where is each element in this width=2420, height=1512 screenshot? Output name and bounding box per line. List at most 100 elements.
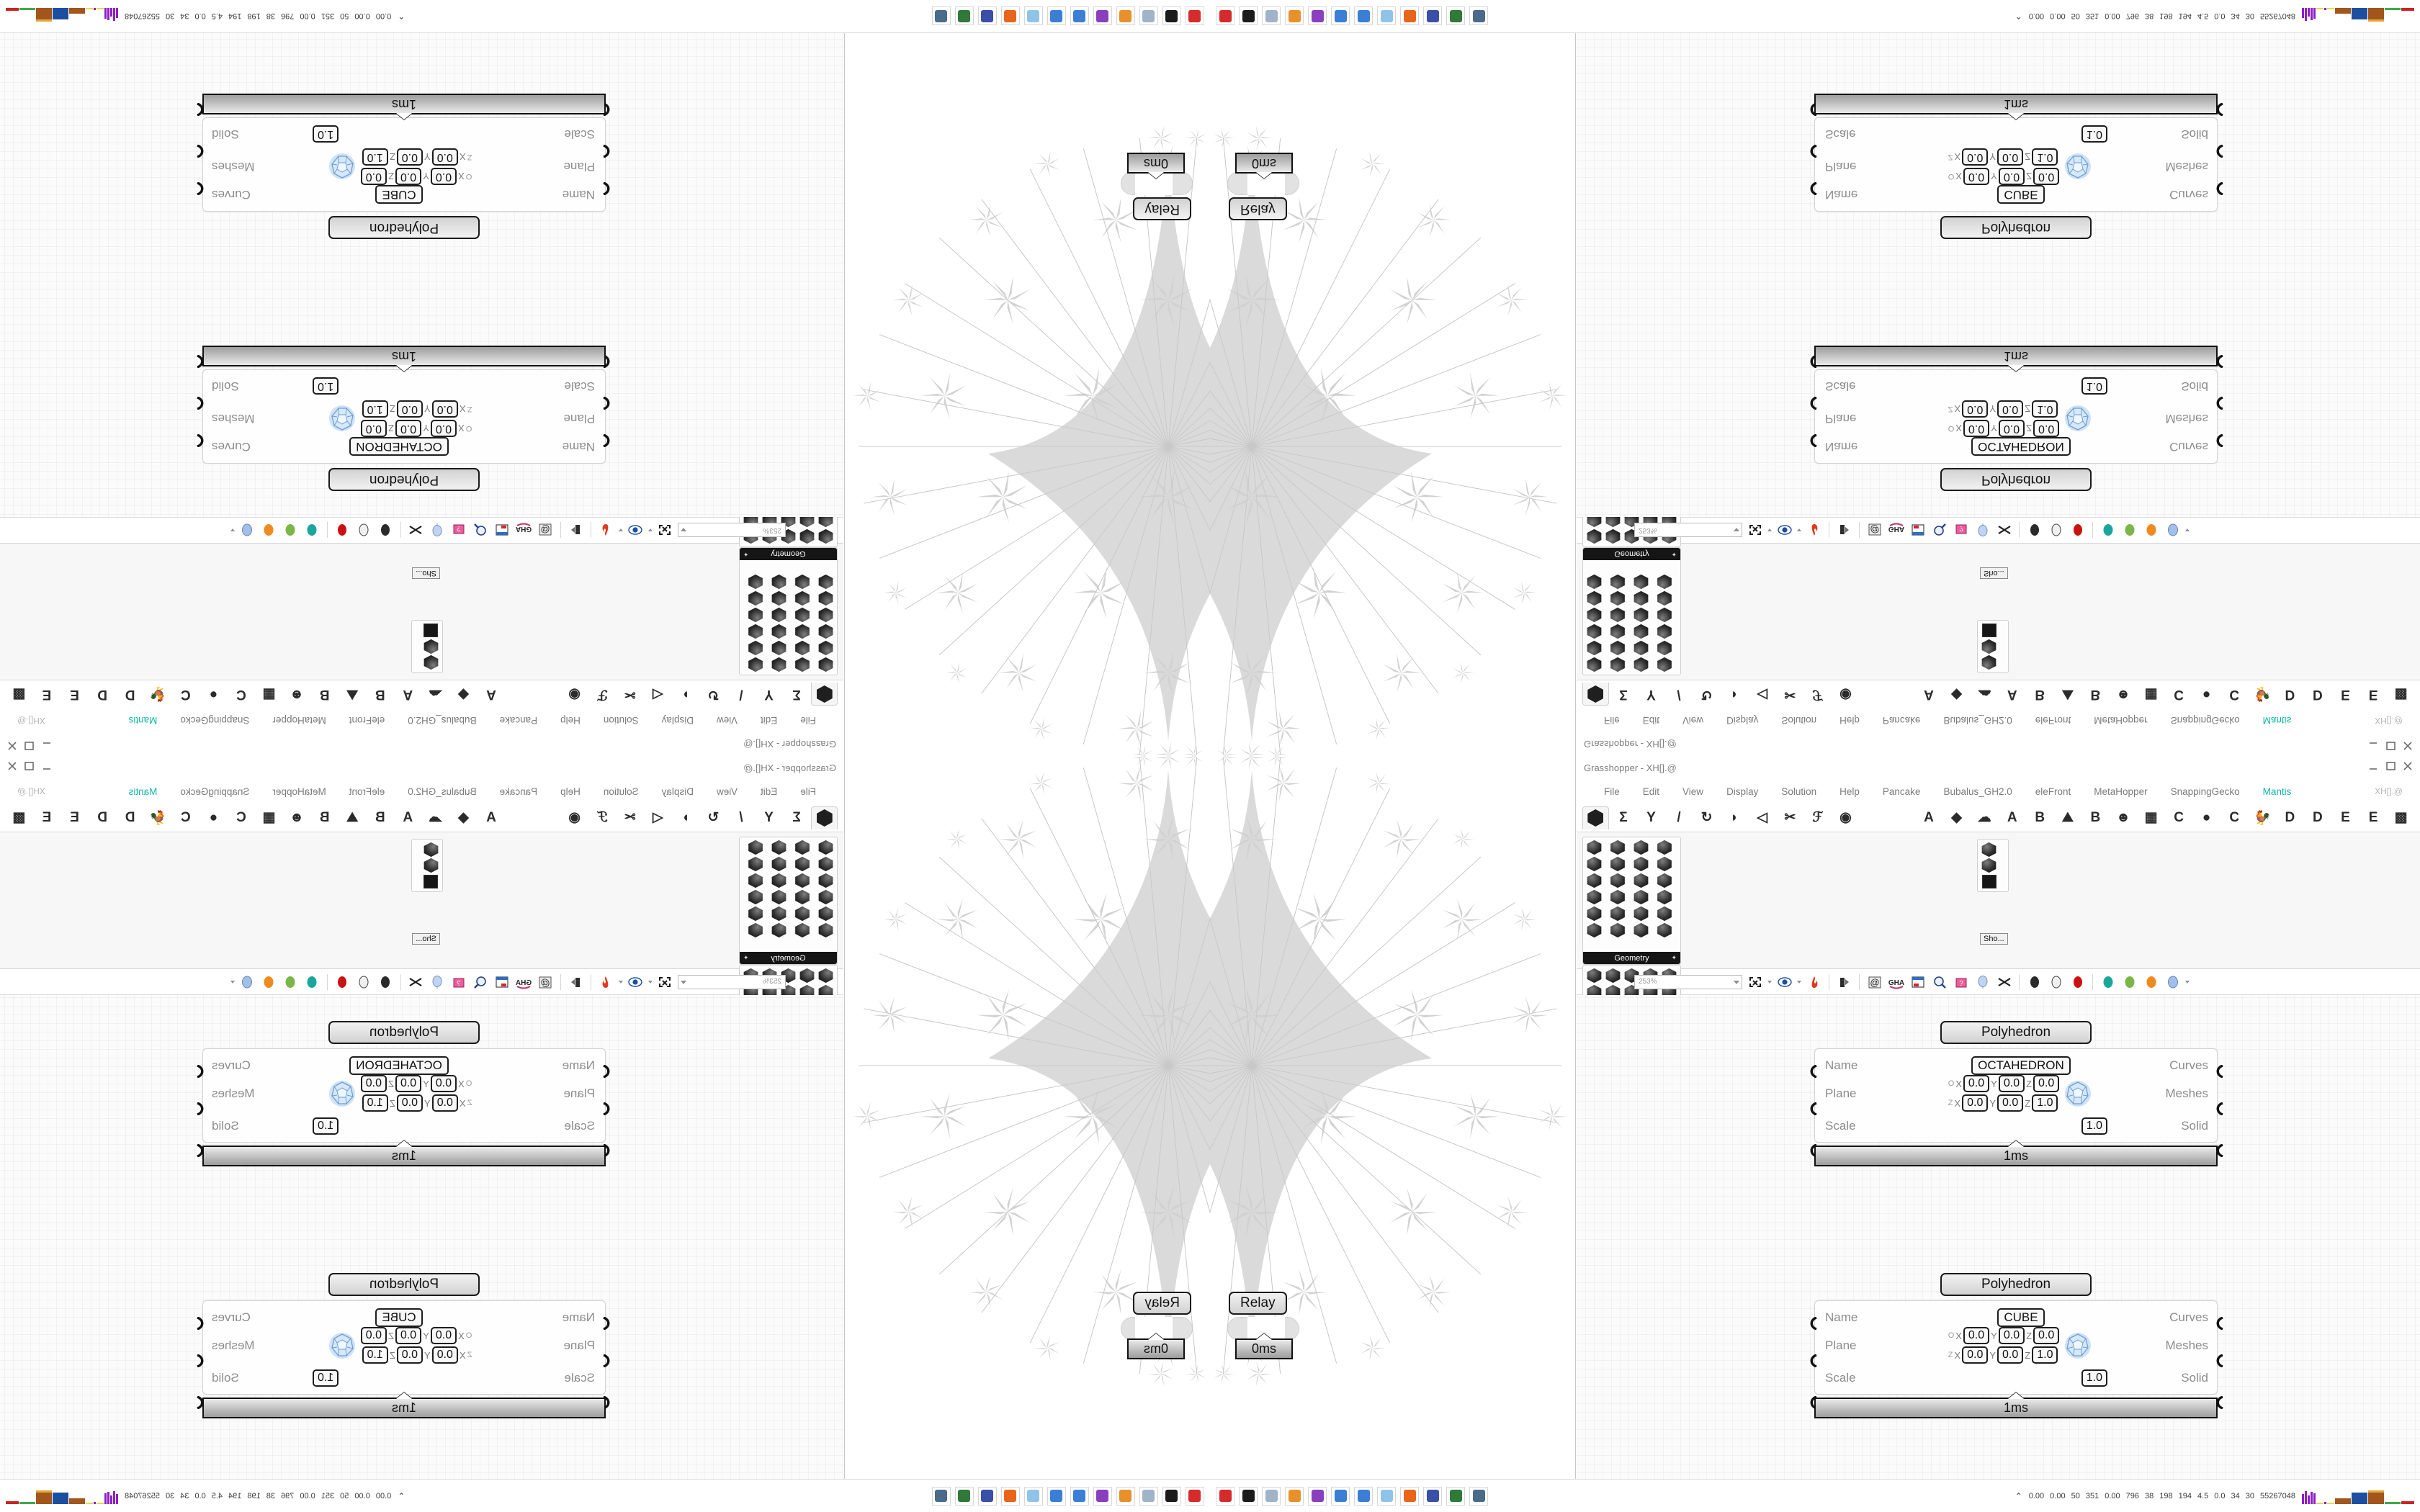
ribbon-tab-letter-d2[interactable]: D	[2305, 683, 2331, 706]
output-grip-0[interactable]	[197, 1316, 205, 1331]
component-icon[interactable]	[1604, 968, 1622, 984]
output-grip-1[interactable]	[2215, 396, 2223, 410]
component-icon[interactable]	[1632, 856, 1650, 872]
preview-eye-icon[interactable]	[1775, 523, 1793, 539]
close-icon[interactable]	[2401, 740, 2414, 752]
ribbon-tab-letter-a[interactable]: A	[478, 683, 505, 706]
menu-item-display[interactable]: Display	[1726, 715, 1759, 726]
shuffle-icon[interactable]	[1995, 974, 2013, 990]
ribbon-tab-eye[interactable]: ◉	[1832, 806, 1859, 829]
document-icon[interactable]	[493, 523, 511, 539]
menu-item-help[interactable]: Help	[560, 715, 581, 726]
ribbon-tab-rooster[interactable]: 🐓	[2249, 806, 2276, 829]
menu-item-help[interactable]: Help	[1839, 786, 1860, 797]
ribbon-tab-y[interactable]: Y	[756, 683, 782, 706]
menu-item-pancake[interactable]: Pancake	[1882, 786, 1921, 797]
input-grip-1[interactable]	[603, 144, 611, 158]
scale-input[interactable]: 1.0	[313, 125, 339, 143]
component-icon[interactable]	[747, 906, 765, 922]
ribbon-tab-matrix[interactable]: ▩	[2388, 683, 2414, 706]
app-orange-ring-icon[interactable]	[1116, 6, 1135, 26]
menu-item-pancake[interactable]: Pancake	[499, 786, 538, 797]
menu-item-elefront[interactable]: eleFront	[2035, 715, 2071, 726]
menu-item-display[interactable]: Display	[661, 715, 694, 726]
profiler-icon[interactable]	[567, 974, 585, 990]
plane-zaxis-z-input[interactable]: 1.0	[362, 148, 388, 166]
ribbon-tab-grid[interactable]: ▦	[256, 683, 282, 706]
app-terminal-icon[interactable]	[1446, 1486, 1465, 1506]
name-input[interactable]: CUBE	[375, 185, 423, 204]
ribbon-tab-flag[interactable]: ◁	[645, 683, 671, 706]
plane-zaxis-x-input[interactable]: 0.0	[431, 1094, 458, 1112]
ribbon-tab-green-gem[interactable]: ◆	[1943, 683, 1970, 706]
component-title[interactable]: Polyhedron	[1940, 1021, 2092, 1044]
relay-label[interactable]: Relay	[1133, 197, 1191, 220]
component-icon[interactable]	[794, 607, 812, 623]
component-icon[interactable]	[1604, 528, 1622, 544]
fit-view-dropdown-icon[interactable]	[648, 980, 653, 984]
ribbon-tab-orange-dot[interactable]: ●	[2193, 806, 2220, 829]
component-icon[interactable]	[817, 889, 835, 905]
polyhedron-component[interactable]: Polyhedron Name OCTAHEDRON Curves Plane O X 0.0…	[1764, 1021, 2268, 1166]
component-icon[interactable]	[794, 624, 812, 639]
app-calculator-icon[interactable]	[1377, 6, 1396, 26]
component-icon[interactable]	[1632, 590, 1650, 606]
component-icon[interactable]	[1656, 856, 1674, 872]
zoom-level-field[interactable]: 253%	[1634, 523, 1742, 538]
grasshopper-canvas[interactable]: Polyhedron Name OCTAHEDRON Curves Plane O X 0.0…	[1577, 995, 2420, 1490]
component-icon[interactable]	[770, 856, 788, 872]
ribbon-tab-hexagon[interactable]	[1582, 806, 1609, 829]
ribbon-tab-letter-a[interactable]: A	[1916, 806, 1942, 829]
profiler-icon[interactable]	[1835, 974, 1853, 990]
app-red-disc-icon[interactable]	[1216, 6, 1234, 26]
component-icon[interactable]	[794, 856, 812, 872]
app-orange-ring-icon[interactable]	[1285, 6, 1304, 26]
component-icon[interactable]	[1656, 889, 1674, 905]
name-input[interactable]: OCTAHEDRON	[1971, 1056, 2071, 1075]
app-calculator-icon[interactable]	[1377, 1486, 1396, 1506]
plane-origin-y-input[interactable]: 0.0	[395, 168, 422, 185]
zoom-level-field[interactable]: 253%	[678, 523, 786, 538]
rhino-blue-icon[interactable]	[238, 523, 256, 539]
ribbon-tab-slash[interactable]: /	[728, 683, 755, 706]
component-icon[interactable]	[1656, 922, 1674, 938]
menu-item-pancake[interactable]: Pancake	[499, 715, 538, 726]
component-icon[interactable]	[1585, 590, 1603, 606]
menu-item-pancake[interactable]: Pancake	[1882, 715, 1921, 726]
name-input[interactable]: OCTAHEDRON	[349, 1056, 449, 1075]
component-icon[interactable]	[1609, 840, 1627, 855]
balloon-icon[interactable]	[429, 974, 447, 990]
minimize-icon[interactable]	[2367, 740, 2380, 752]
ribbon-tab-rotate[interactable]: ↻	[1693, 683, 1720, 706]
rhino-color-dropdown-icon[interactable]	[230, 980, 235, 984]
mantis-tree-icon[interactable]	[422, 842, 440, 858]
plane-origin-z-input[interactable]: 0.0	[2033, 420, 2060, 437]
component-icon[interactable]	[817, 640, 835, 656]
component-icon[interactable]	[817, 873, 835, 888]
ribbon-tab-letter-c2[interactable]: C	[172, 806, 199, 829]
app-palette2-icon[interactable]	[1047, 6, 1066, 26]
ribbon-tab-letter-e2[interactable]: E	[2360, 806, 2387, 829]
at-sign-icon[interactable]: @	[1865, 974, 1883, 990]
component-icon[interactable]	[817, 590, 835, 606]
app-bat-icon[interactable]	[1162, 6, 1181, 26]
app-purple-avatar-icon[interactable]	[1308, 1486, 1327, 1506]
rhino-viewport-pane[interactable]: Rhino Viewport	[1210, 0, 1576, 756]
ribbon-tab-flag[interactable]: ◁	[1749, 806, 1775, 829]
component-icon[interactable]	[817, 657, 835, 672]
input-grip-1[interactable]	[1809, 1102, 1817, 1116]
plane-zaxis-x-input[interactable]: 0.0	[1962, 148, 1989, 166]
ribbon-tab-green-gem[interactable]: ◆	[1943, 806, 1970, 829]
menu-item-metahopper[interactable]: MetaHopper	[272, 786, 326, 797]
ribbon-group-label[interactable]: Geometry ✦	[740, 952, 837, 964]
ribbon-tab-letter-c[interactable]: C	[228, 806, 255, 829]
ribbon-tab-y[interactable]: Y	[756, 806, 782, 829]
input-grip-0[interactable]	[1809, 1316, 1817, 1331]
ribbon-tab-cloud[interactable]: ☁	[1971, 683, 1998, 706]
app-purple-avatar-icon[interactable]	[1308, 6, 1327, 26]
app-firefox-icon[interactable]	[1400, 1486, 1419, 1506]
menu-item-snappinggecko[interactable]: SnappingGecko	[180, 786, 250, 797]
ribbon-tab-drop[interactable]: ◗	[1721, 806, 1748, 829]
fit-view-icon[interactable]	[1746, 523, 1764, 539]
ribbon-tab-matrix[interactable]: ▩	[6, 806, 32, 829]
